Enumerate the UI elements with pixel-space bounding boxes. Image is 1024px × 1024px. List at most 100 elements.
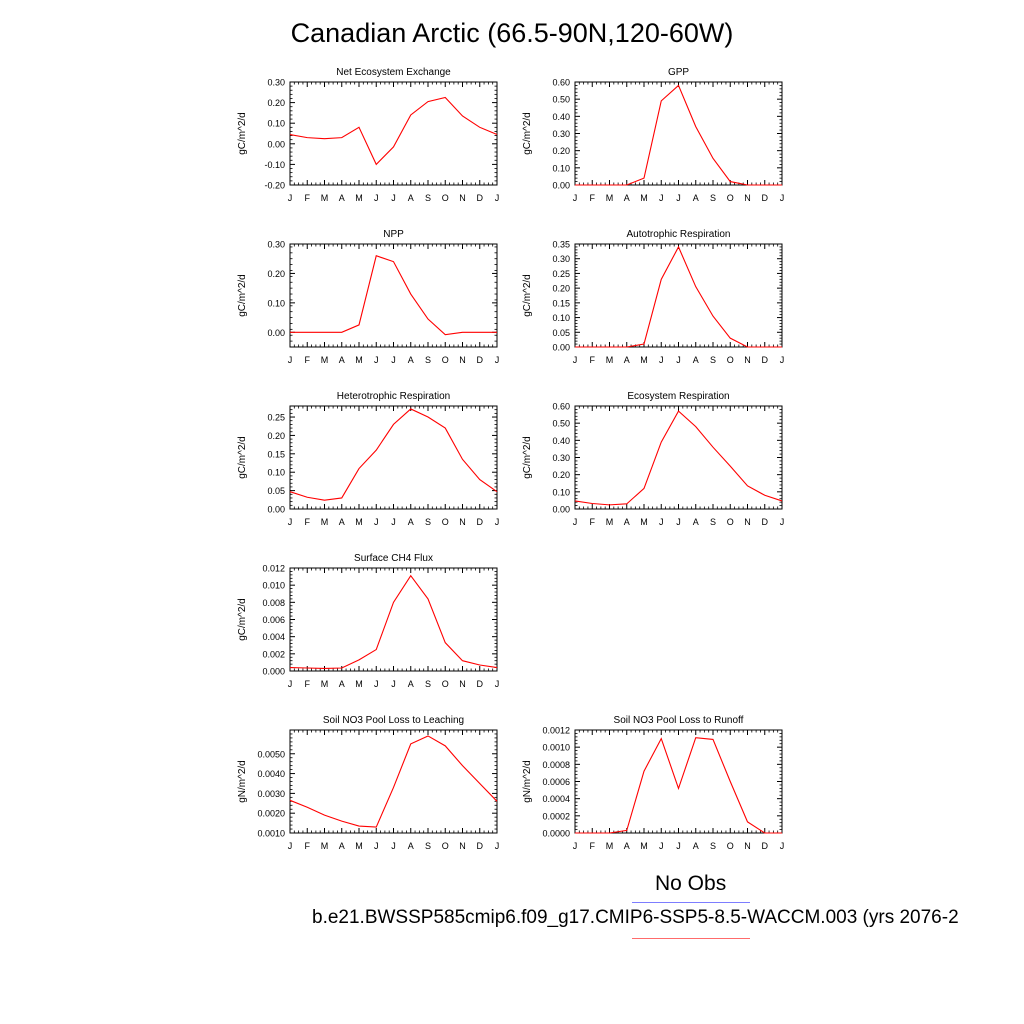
x-tick-label: M [355,355,363,365]
x-tick-label: O [442,679,449,689]
x-tick-label: F [590,517,596,527]
y-tick-label: 0.10 [552,163,570,173]
y-tick-label: 0.25 [267,413,285,423]
y-tick-label: 0.00 [267,328,285,338]
y-tick-label: 0.004 [262,632,285,642]
x-tick-label: A [408,193,414,203]
x-tick-label: M [606,193,614,203]
x-tick-label: A [339,355,345,365]
x-tick-label: J [374,679,379,689]
x-tick-label: F [590,841,596,851]
x-tick-label: D [477,193,484,203]
y-tick-label: 0.20 [267,431,285,441]
x-tick-label: F [590,355,596,365]
x-tick-label: M [355,679,363,689]
y-tick-label: 0.15 [267,449,285,459]
y-tick-label: 0.30 [552,129,570,139]
x-tick-label: J [495,679,500,689]
x-tick-label: J [659,517,664,527]
x-tick-label: J [391,355,396,365]
y-tick-label: 0.0008 [542,760,570,770]
x-tick-label: J [659,355,664,365]
x-tick-label: J [780,193,785,203]
y-axis-label: gN/m^2/d [237,760,248,803]
x-tick-label: J [374,841,379,851]
x-tick-label: F [305,517,311,527]
legend-obs-line [632,902,750,903]
y-tick-label: 0.00 [552,181,570,191]
y-tick-label: 0.00 [552,505,570,515]
x-tick-label: A [408,679,414,689]
x-tick-label: A [408,355,414,365]
y-tick-label: 0.20 [552,470,570,480]
series-line [289,96,498,166]
y-tick-label: 0.10 [267,468,285,478]
y-axis-label: gN/m^2/d [522,760,533,803]
x-tick-label: J [495,355,500,365]
y-tick-label: 0.30 [267,240,285,250]
x-tick-label: A [693,841,699,851]
y-tick-label: 0.006 [262,615,285,625]
x-tick-label: S [710,841,716,851]
x-tick-label: J [573,355,578,365]
x-tick-label: O [442,517,449,527]
x-tick-label: M [321,355,329,365]
y-tick-label: 0.10 [552,313,570,323]
y-tick-label: 0.05 [267,486,285,496]
y-tick-label: 0.60 [552,402,570,412]
y-tick-label: 0.0012 [542,726,570,736]
series-line [289,574,498,669]
plot-title: Heterotrophic Respiration [337,391,450,402]
y-tick-label: 0.10 [552,487,570,497]
y-tick-label: 0.30 [552,453,570,463]
y-tick-label: 0.40 [552,436,570,446]
y-axis-label: gC/m^2/d [522,274,533,317]
plot-title: NPP [383,229,404,240]
x-tick-label: M [606,355,614,365]
x-tick-label: D [477,517,484,527]
x-tick-label: S [710,193,716,203]
y-tick-label: 0.002 [262,649,285,659]
plot-title: GPP [668,67,689,78]
x-tick-label: S [710,355,716,365]
y-tick-label: -0.20 [264,181,285,191]
y-tick-label: 0.25 [552,269,570,279]
y-tick-label: 0.0004 [542,794,570,804]
y-tick-label: 0.10 [267,119,285,129]
series-line [289,735,498,828]
x-tick-label: J [288,355,293,365]
legend-run-label: b.e21.BWSSP585cmip6.f09_g17.CMIP6-SSP5-8… [312,907,959,928]
plot-frame [574,729,783,834]
legend-run-line [632,938,750,939]
y-tick-label: 0.0002 [542,811,570,821]
x-tick-label: F [305,841,311,851]
x-tick-label: J [659,841,664,851]
x-tick-label: J [391,841,396,851]
y-axis-label: gC/m^2/d [237,112,248,155]
y-tick-label: 0.15 [552,298,570,308]
x-tick-label: J [288,679,293,689]
y-tick-label: 0.012 [262,564,285,574]
x-tick-label: J [495,517,500,527]
x-tick-label: O [727,355,734,365]
x-tick-label: J [676,355,681,365]
x-tick-label: J [573,841,578,851]
x-tick-label: O [442,355,449,365]
x-tick-label: J [780,841,785,851]
x-tick-label: O [442,193,449,203]
x-tick-label: M [355,193,363,203]
plot-frame [289,243,498,348]
x-tick-label: N [459,679,466,689]
plot-title: Surface CH4 Flux [354,553,433,564]
series-line [575,737,782,834]
plot-frame [574,405,783,510]
x-tick-label: D [762,841,769,851]
x-tick-label: O [727,517,734,527]
x-tick-label: A [408,517,414,527]
series-line [574,410,783,506]
